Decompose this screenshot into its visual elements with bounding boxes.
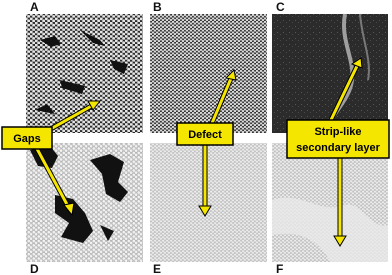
callout-text: Defect [188,129,222,141]
panel-label: F [276,262,283,275]
callout-box [176,122,234,146]
arrowheads [63,57,363,247]
panel-b-image [150,14,267,133]
panel-label: C [276,0,285,14]
callout-box [286,119,390,159]
callout-text: Gaps [13,133,41,145]
panel-e-image [150,143,267,262]
callout-text: secondary layer [296,142,380,154]
panel-f-image [272,143,388,262]
panel-label: A [30,0,39,14]
callout-box [1,126,53,150]
panel-label: B [153,0,162,14]
callout-text: Strip-like [314,126,361,138]
panel-c-image [272,13,388,134]
panel-label: E [153,262,161,275]
panel-a-image [26,14,143,133]
panel-label: D [30,262,39,275]
